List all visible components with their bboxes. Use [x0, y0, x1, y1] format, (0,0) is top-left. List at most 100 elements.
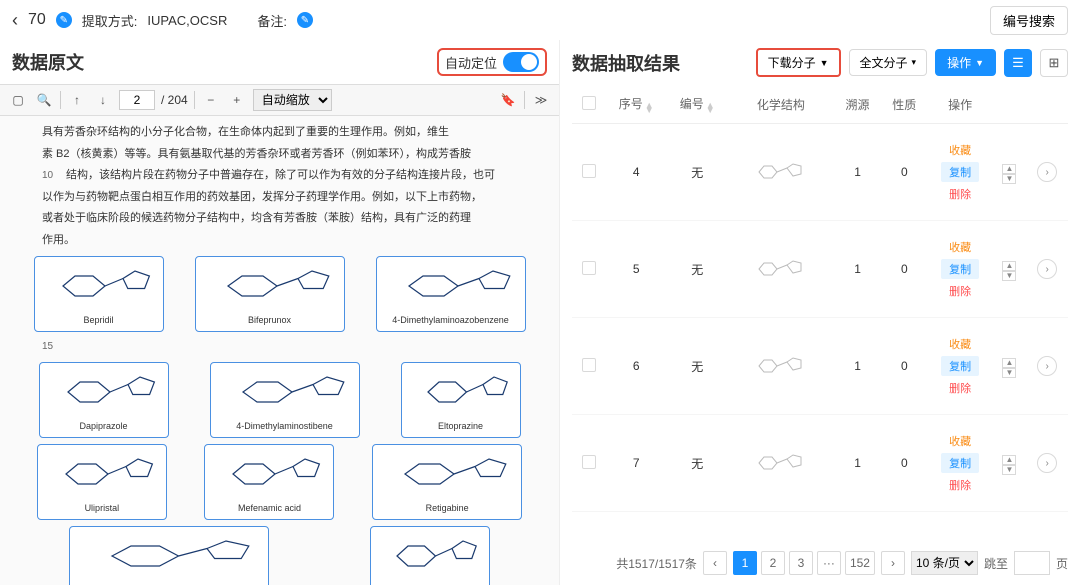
expand-row-icon[interactable]: › [1037, 259, 1057, 279]
molecule-box[interactable]: Eltoprazine [401, 362, 521, 438]
favorite-button[interactable]: 收藏 [949, 142, 971, 158]
row-checkbox[interactable] [582, 164, 596, 178]
delete-button[interactable]: 删除 [949, 477, 971, 493]
page-unit: 页 [1056, 555, 1068, 572]
expand-row-icon[interactable]: › [1037, 162, 1057, 182]
extract-label: 提取方式: [82, 11, 138, 30]
more-icon[interactable]: ≫ [531, 90, 551, 110]
cell-seq: 7 [606, 415, 667, 512]
prev-page-icon[interactable]: ↑ [67, 90, 87, 110]
delete-button[interactable]: 删除 [949, 186, 971, 202]
switch-icon[interactable] [503, 52, 539, 72]
number-search-button[interactable]: 编号搜索 [990, 6, 1068, 35]
col-struct: 化学结构 [728, 85, 834, 124]
next-page-icon[interactable]: ↓ [93, 90, 113, 110]
pdf-toolbar: ▢ 🔍 ↑ ↓ / 204 − + 自动缩放 🔖 ≫ [0, 84, 559, 116]
expand-row-icon[interactable]: › [1037, 453, 1057, 473]
favorite-button[interactable]: 收藏 [949, 336, 971, 352]
order-stepper[interactable]: ▲▼ [1002, 164, 1016, 184]
goto-label: 跳至 [984, 555, 1008, 572]
molecule-box[interactable]: Ulipristal [37, 444, 167, 520]
copy-button[interactable]: 复制 [941, 162, 979, 182]
col-id[interactable]: 编号▲▼ [667, 85, 728, 124]
back-icon[interactable]: ‹ [12, 10, 18, 31]
caret-down-icon: ▼ [820, 58, 829, 68]
grid-view-icon[interactable]: ⊞ [1040, 49, 1068, 77]
favorite-button[interactable]: 收藏 [949, 239, 971, 255]
action-dropdown-button[interactable]: 操作 ▼ [935, 49, 996, 76]
cell-prop: 0 [881, 415, 928, 512]
pdf-content: 具有芳香杂环结构的小分子化合物，在生命体内起到了重要的生理作用。例如，维生 素 … [0, 116, 559, 585]
molecule-box[interactable]: Mefenamic acid [204, 444, 334, 520]
order-stepper[interactable]: ▲▼ [1002, 358, 1016, 378]
molecule-box[interactable]: Dapiprazole [39, 362, 169, 438]
zoom-in-icon[interactable]: + [227, 90, 247, 110]
fulltext-molecule-button[interactable]: 全文分子 ▾ [849, 49, 928, 76]
cell-structure[interactable] [746, 448, 816, 478]
expand-row-icon[interactable]: › [1037, 356, 1057, 376]
page-number-button[interactable]: 3 [789, 551, 813, 575]
molecule-box[interactable]: Bifeprunox [195, 256, 345, 332]
molecule-box[interactable]: Desipramine [370, 526, 490, 585]
right-title: 数据抽取结果 [572, 50, 680, 76]
molecule-box[interactable]: Entinostat [69, 526, 269, 585]
molecule-label: Bifeprunox [200, 313, 340, 327]
sidebar-toggle-icon[interactable]: ▢ [8, 90, 28, 110]
page-number-button[interactable]: 1 [733, 551, 757, 575]
order-stepper[interactable]: ▲▼ [1002, 455, 1016, 475]
molecule-box[interactable]: Retigabine [372, 444, 522, 520]
copy-button[interactable]: 复制 [941, 453, 979, 473]
search-icon[interactable]: 🔍 [34, 90, 54, 110]
molecule-structure [74, 531, 264, 581]
cell-prop: 0 [881, 221, 928, 318]
col-source: 溯源 [834, 85, 881, 124]
delete-button[interactable]: 删除 [949, 380, 971, 396]
molecule-label: Retigabine [377, 501, 517, 515]
cell-prop: 0 [881, 318, 928, 415]
edit-number-icon[interactable]: ✎ [56, 12, 72, 28]
row-checkbox[interactable] [582, 358, 596, 372]
table-row: 5 无 1 0 收藏 复制 删除 ▲▼ › [572, 221, 1068, 318]
order-stepper[interactable]: ▲▼ [1002, 261, 1016, 281]
molecule-box[interactable]: 4-Dimethylaminoazobenzene [376, 256, 526, 332]
page-number-button[interactable]: ··· [817, 551, 841, 575]
right-panel: 数据抽取结果 下载分子 ▼ 全文分子 ▾ 操作 ▼ ☰ ⊞ 序号▲▼ 编号▲▼ … [560, 40, 1080, 585]
download-molecule-button[interactable]: 下载分子 ▼ [756, 48, 841, 77]
pdf-line: 素 B2（核黄素）等等。具有氨基取代基的芳香杂环或者芳香环（例如苯环），构成芳香… [20, 146, 539, 164]
zoom-select[interactable]: 自动缩放 [253, 89, 332, 111]
pdf-line: 具有芳香杂环结构的小分子化合物，在生命体内起到了重要的生理作用。例如，维生 [20, 124, 539, 142]
edit-remark-icon[interactable]: ✎ [297, 12, 313, 28]
caret-down-icon: ▾ [912, 57, 917, 68]
goto-page-input[interactable] [1014, 551, 1050, 575]
cell-source: 1 [834, 124, 881, 221]
favorite-button[interactable]: 收藏 [949, 433, 971, 449]
copy-button[interactable]: 复制 [941, 356, 979, 376]
cell-id: 无 [667, 221, 728, 318]
bookmark-icon[interactable]: 🔖 [498, 90, 518, 110]
list-view-icon[interactable]: ☰ [1004, 49, 1032, 77]
per-page-select[interactable]: 10 条/页 [911, 551, 978, 575]
next-page-button[interactable]: › [881, 551, 905, 575]
col-seq[interactable]: 序号▲▼ [606, 85, 667, 124]
page-number-button[interactable]: 2 [761, 551, 785, 575]
copy-button[interactable]: 复制 [941, 259, 979, 279]
zoom-out-icon[interactable]: − [201, 90, 221, 110]
table-row: 4 无 1 0 收藏 复制 删除 ▲▼ › [572, 124, 1068, 221]
cell-structure[interactable] [746, 351, 816, 381]
delete-button[interactable]: 删除 [949, 283, 971, 299]
prev-page-button[interactable]: ‹ [703, 551, 727, 575]
select-all-checkbox[interactable] [582, 96, 596, 110]
molecule-box[interactable]: 4-Dimethylaminostibene [210, 362, 360, 438]
cell-structure[interactable] [746, 254, 816, 284]
page-input[interactable] [119, 90, 155, 110]
molecule-box[interactable]: Bepridil [34, 256, 164, 332]
cell-structure[interactable] [746, 157, 816, 187]
extract-value: IUPAC,OCSR [147, 13, 227, 28]
row-checkbox[interactable] [582, 455, 596, 469]
page-number-button[interactable]: 152 [845, 551, 875, 575]
molecule-structure [209, 449, 329, 499]
auto-locate-label: 自动定位 [445, 53, 497, 72]
auto-locate-toggle[interactable]: 自动定位 [437, 48, 547, 76]
row-checkbox[interactable] [582, 261, 596, 275]
top-header: ‹ 70 ✎ 提取方式: IUPAC,OCSR 备注: ✎ 编号搜索 [0, 0, 1080, 40]
